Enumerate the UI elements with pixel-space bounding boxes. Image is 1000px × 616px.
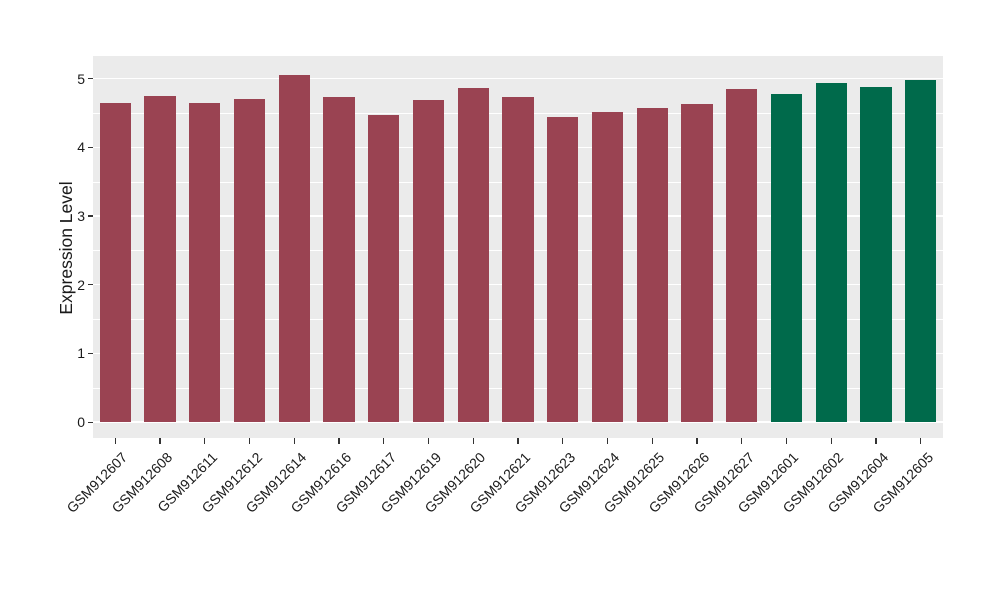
bar-GSM912619 [412,99,445,423]
y-tick-label: 1 [77,345,85,362]
plot-panel [93,56,943,438]
bar-GSM912620 [457,87,489,423]
x-tick-mark [919,438,922,444]
x-tick-label: GSM912620 [421,449,489,516]
y-tick-label: 5 [77,70,85,87]
x-tick-label: GSM912616 [287,449,355,516]
x-tick-mark [383,438,385,444]
x-tick-label: GSM912619 [376,449,444,516]
x-tick-mark [427,438,430,444]
x-tick-mark [830,438,832,444]
x-tick-label: GSM912612 [197,449,265,516]
x-tick-label: GSM912604 [824,449,892,516]
bar-GSM912611 [189,103,221,423]
x-tick-mark [696,438,698,444]
y-tick-label: 4 [77,139,85,156]
y-tick-mark [87,352,93,355]
x-tick-mark [338,438,340,444]
bar-GSM912621 [502,96,534,423]
x-tick-mark [248,438,251,444]
x-tick-mark [114,438,116,444]
bar-GSM912624 [591,112,624,423]
y-tick-mark [87,421,93,423]
x-tick-label: GSM912627 [690,449,757,516]
x-tick-mark [472,438,474,444]
bar-GSM912627 [726,88,758,423]
bar-GSM912605 [904,80,937,423]
bar-GSM912626 [681,104,713,423]
y-tick-mark [87,78,93,80]
y-tick-mark [87,146,93,149]
x-tick-mark [651,438,653,444]
x-tick-mark [204,438,206,444]
major-gridline [93,77,943,80]
x-tick-label: GSM912611 [153,449,221,516]
bar-GSM912607 [99,102,132,423]
y-tick-mark [87,284,93,286]
bar-GSM912616 [323,96,355,423]
x-tick-label: GSM912623 [511,449,579,516]
x-tick-label: GSM912601 [734,449,802,516]
x-tick-mark [741,438,743,444]
x-tick-mark [562,438,564,444]
x-tick-label: GSM912621 [466,449,534,516]
bar-GSM912608 [144,95,176,423]
x-tick-mark [785,438,788,444]
y-tick-label: 3 [77,208,85,225]
bar-GSM912617 [368,115,400,423]
y-axis-title: Expression Level [56,181,76,315]
bar-GSM912601 [770,94,803,423]
x-tick-label: GSM912605 [869,449,936,516]
bar-GSM912612 [233,99,266,423]
x-tick-label: GSM912614 [242,449,310,516]
expression-bar-chart: 0 1 2 3 4 5 GSM912607 GSM912608 GSM912611 GSM9126… [56,56,943,516]
y-tick-mark [87,215,93,217]
bar-GSM912614 [278,74,310,423]
x-tick-label: GSM912624 [555,449,623,516]
x-tick-mark [293,438,295,444]
x-tick-mark [159,438,161,444]
x-tick-mark [606,438,609,444]
x-tick-mark [875,438,877,444]
y-tick-label: 0 [77,414,85,431]
x-tick-label: GSM912617 [332,449,400,516]
bar-GSM912602 [815,82,847,423]
x-tick-label: GSM912626 [645,449,713,516]
bar-GSM912623 [547,117,579,423]
y-tick-label: 2 [77,276,85,293]
bar-GSM912604 [860,86,892,423]
bar-GSM912625 [636,108,668,423]
x-tick-mark [517,438,519,444]
